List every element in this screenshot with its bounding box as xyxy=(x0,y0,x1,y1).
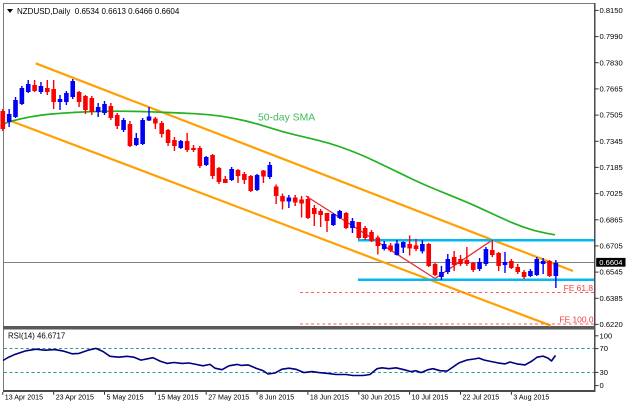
svg-text:0.7025: 0.7025 xyxy=(600,189,623,198)
svg-text:0.6545: 0.6545 xyxy=(600,268,623,277)
svg-text:30 Jun 2015: 30 Jun 2015 xyxy=(361,394,400,402)
svg-text:18 Jun 2015: 18 Jun 2015 xyxy=(310,394,349,402)
svg-text:0.7345: 0.7345 xyxy=(600,137,623,146)
svg-text:70: 70 xyxy=(600,344,608,353)
svg-text:NZDUSD,Daily 0.6534 0.6613 0.: NZDUSD,Daily 0.6534 0.6613 0.6466 0.6604 xyxy=(17,7,180,16)
svg-text:23 Apr 2015: 23 Apr 2015 xyxy=(56,394,94,402)
svg-text:0.7830: 0.7830 xyxy=(600,58,623,67)
svg-text:8 Jun 2015: 8 Jun 2015 xyxy=(259,394,294,402)
svg-text:30: 30 xyxy=(600,368,608,377)
svg-text:FE 61.8: FE 61.8 xyxy=(564,283,594,293)
svg-text:0.7665: 0.7665 xyxy=(600,85,623,94)
svg-text:0.7185: 0.7185 xyxy=(600,163,623,172)
svg-text:0.6705: 0.6705 xyxy=(600,242,623,251)
svg-text:0.7505: 0.7505 xyxy=(600,111,623,120)
svg-text:100: 100 xyxy=(600,331,613,340)
svg-text:3 Aug 2015: 3 Aug 2015 xyxy=(513,394,549,402)
svg-text:27 May 2015: 27 May 2015 xyxy=(208,394,249,402)
svg-text:5 May 2015: 5 May 2015 xyxy=(107,394,144,402)
svg-text:22 Jul 2015: 22 Jul 2015 xyxy=(463,394,500,402)
svg-text:RSI(14) 46.6717: RSI(14) 46.6717 xyxy=(8,332,65,341)
svg-text:13 Apr 2015: 13 Apr 2015 xyxy=(5,394,43,402)
svg-text:0.6865: 0.6865 xyxy=(600,215,623,224)
svg-text:0.8150: 0.8150 xyxy=(600,6,623,15)
svg-text:FE 100.0: FE 100.0 xyxy=(560,315,594,325)
svg-text:0.6220: 0.6220 xyxy=(600,320,623,329)
svg-text:15 May 2015: 15 May 2015 xyxy=(157,394,198,402)
svg-text:50-day SMA: 50-day SMA xyxy=(258,113,315,124)
svg-text:0: 0 xyxy=(600,381,604,390)
svg-text:0.6385: 0.6385 xyxy=(600,294,623,303)
svg-text:0.6604: 0.6604 xyxy=(599,258,622,267)
svg-text:0.7990: 0.7990 xyxy=(600,32,623,41)
svg-text:10 Jul 2015: 10 Jul 2015 xyxy=(412,394,449,402)
